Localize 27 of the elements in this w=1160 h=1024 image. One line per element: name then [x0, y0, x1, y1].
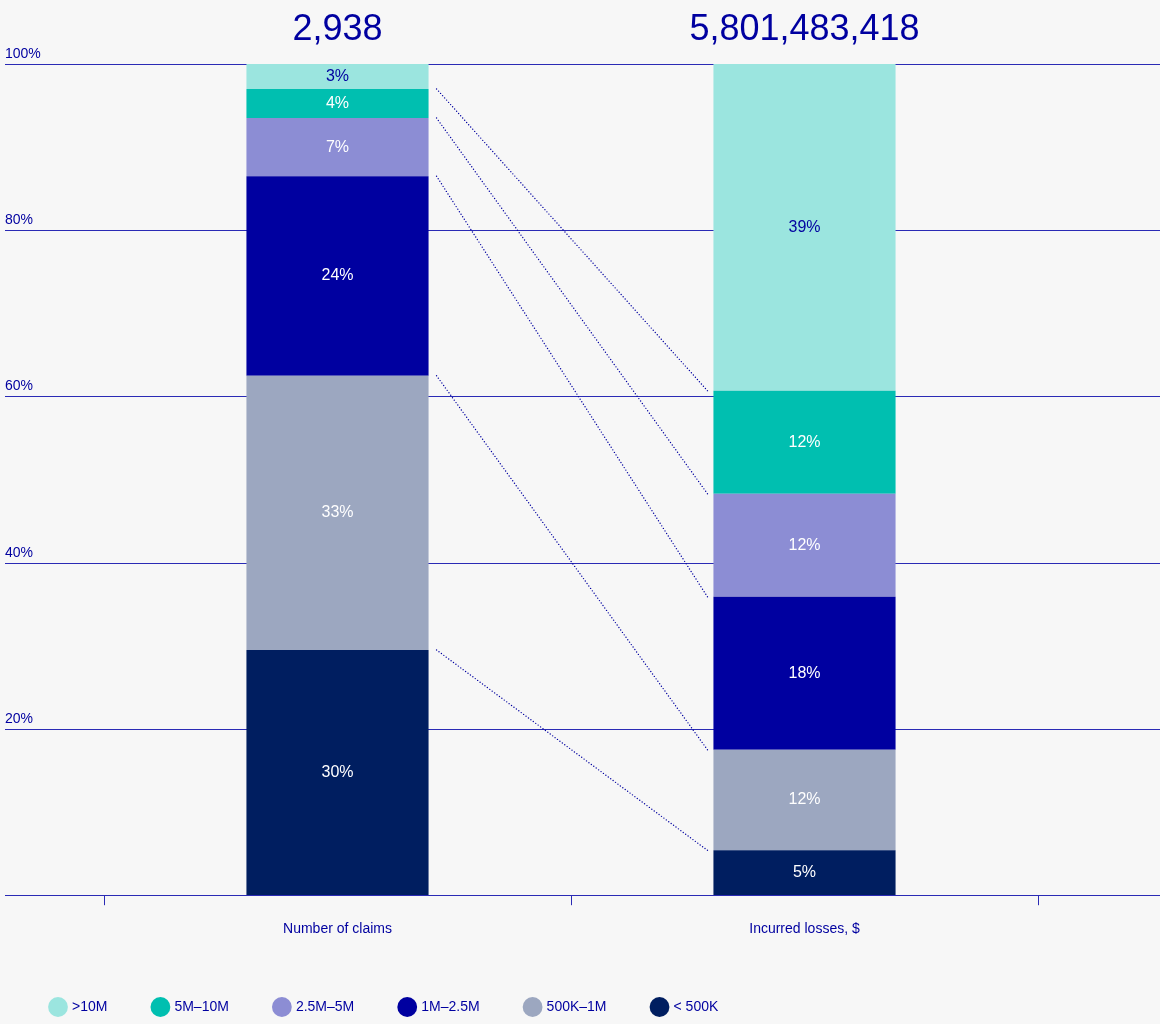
legend-label: >10M — [72, 997, 108, 1014]
data-label: 18% — [788, 663, 821, 681]
data-label: 12% — [788, 535, 821, 553]
legend-label: 500K–1M — [546, 997, 607, 1014]
data-label: 30% — [321, 763, 354, 780]
y-tick-label: 40% — [5, 543, 34, 560]
legend-label: 5M–10M — [174, 997, 229, 1014]
x-tick-label: Number of claims — [283, 920, 392, 937]
data-label: 24% — [321, 266, 354, 284]
y-tick-label: 100% — [5, 44, 41, 61]
data-label: 39% — [788, 217, 821, 235]
text: 2,938 — [292, 7, 383, 48]
text: 5,801,483,418 — [689, 7, 920, 48]
data-label: 3% — [325, 66, 350, 84]
data-label: 4% — [325, 93, 350, 111]
y-tick-label: 20% — [5, 709, 34, 726]
legend-label: 2.5M–5M — [295, 997, 355, 1014]
data-label: 5% — [792, 863, 817, 881]
legend-label: 1M–2.5M — [421, 997, 480, 1014]
data-label: 12% — [788, 432, 821, 450]
x-tick-label: Incurred losses, $ — [749, 920, 860, 937]
data-label: 33% — [321, 503, 354, 521]
y-tick-label: 60% — [5, 377, 34, 394]
data-label: 12% — [788, 790, 821, 808]
data-label: 7% — [325, 137, 350, 155]
y-tick-label: 80% — [5, 211, 34, 228]
legend-label: < 500K — [673, 997, 719, 1014]
